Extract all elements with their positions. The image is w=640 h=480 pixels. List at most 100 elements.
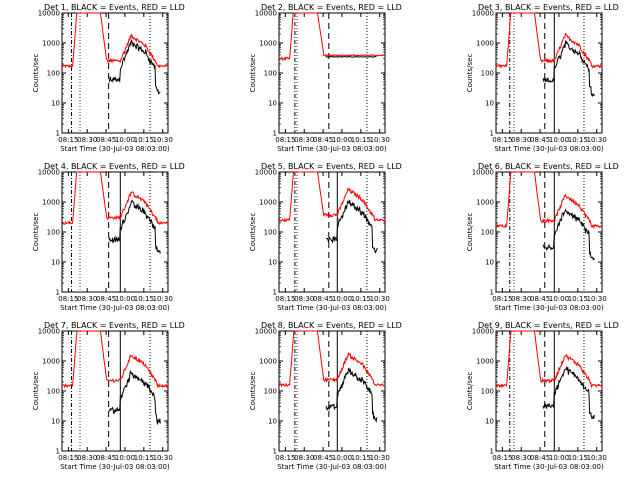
x-tick-label: 08:30 <box>294 136 314 144</box>
x-tick-label: 08:45 <box>313 454 333 462</box>
x-tick-label: 10:00 <box>549 295 569 303</box>
x-tick-label: 10:30 <box>587 295 607 303</box>
x-tick-label: 08:15 <box>58 136 78 144</box>
plot-frame-det-4 <box>61 171 169 293</box>
panel-det-7: Det 7, BLACK = Events, RED = LLD 1 10 100 10… <box>32 321 185 471</box>
y-tick-label: 1000 <box>42 358 60 366</box>
x-tick-label: 08:15 <box>58 295 78 303</box>
x-tick-label: 08:30 <box>511 295 531 303</box>
y-tick-label: 10000 <box>472 10 494 18</box>
x-tick-label: 10:30 <box>587 136 607 144</box>
x-tick-label: 08:30 <box>511 136 531 144</box>
y-tick-label: 100 <box>481 229 494 237</box>
y-tick-label: 10 <box>268 259 277 267</box>
x-axis-label: Start Time (30-Jul-03 08:03:00) <box>494 304 604 312</box>
x-axis-label: Start Time (30-Jul-03 08:03:00) <box>277 463 387 471</box>
x-tick-label: 08:15 <box>492 136 512 144</box>
y-tick-label: 10000 <box>38 328 60 336</box>
y-tick-label: 1000 <box>476 40 494 48</box>
y-axis-label: Counts/sec <box>466 372 474 411</box>
y-tick-label: 100 <box>264 229 277 237</box>
series-lld-det-6 <box>495 171 602 229</box>
x-tick-label: 10:30 <box>370 136 390 144</box>
x-tick-label: 10:15 <box>134 295 154 303</box>
series-lld-det-5 <box>278 171 386 223</box>
y-tick-label: 10 <box>268 100 277 108</box>
x-tick-label: 10:15 <box>568 295 588 303</box>
y-tick-label: 100 <box>47 229 60 237</box>
y-tick-label: 10 <box>268 418 277 426</box>
y-tick-label: 1 <box>56 289 60 297</box>
x-tick-label: 08:15 <box>58 454 78 462</box>
x-tick-label: 08:45 <box>530 295 550 303</box>
panel-det-6: Det 6, BLACK = Events, RED = LLD 1 10 100 10… <box>466 162 619 312</box>
y-tick-label: 1000 <box>42 40 60 48</box>
y-tick-label: 1000 <box>259 40 277 48</box>
y-tick-label: 100 <box>47 70 60 78</box>
y-axis-label: Counts/sec <box>249 372 257 411</box>
x-tick-label: 10:00 <box>549 136 569 144</box>
y-axis-label: Counts/sec <box>249 54 257 93</box>
y-tick-label: 10000 <box>255 328 277 336</box>
x-tick-label: 10:15 <box>134 136 154 144</box>
panel-det-9: Det 9, BLACK = Events, RED = LLD 1 10 100 10… <box>466 321 619 471</box>
panel-title-det-2: Det 2, BLACK = Events, RED = LLD <box>261 3 402 12</box>
panel-det-1: Det 1, BLACK = Events, RED = LLD 1 10 100 10… <box>32 3 185 153</box>
y-tick-label: 10000 <box>472 328 494 336</box>
series-lld-det-3 <box>495 12 603 69</box>
x-tick-label: 08:45 <box>313 295 333 303</box>
series-lld-det-8 <box>278 330 386 388</box>
x-tick-label: 10:15 <box>568 136 588 144</box>
series-events-det-2 <box>325 55 377 58</box>
y-axis-label: Counts/sec <box>32 54 40 93</box>
panel-title-det-8: Det 8, BLACK = Events, RED = LLD <box>261 321 402 330</box>
y-axis-label: Counts/sec <box>466 54 474 93</box>
plot-frame-det-3 <box>495 12 603 134</box>
x-tick-label: 10:15 <box>351 295 371 303</box>
y-tick-label: 1000 <box>476 358 494 366</box>
x-tick-label: 08:30 <box>77 295 97 303</box>
y-tick-label: 1 <box>273 448 277 456</box>
x-tick-label: 10:00 <box>115 454 135 462</box>
series-events-det-9 <box>542 365 595 420</box>
x-tick-label: 10:30 <box>587 454 607 462</box>
x-tick-label: 08:15 <box>492 295 512 303</box>
panel-title-det-3: Det 3, BLACK = Events, RED = LLD <box>478 3 619 12</box>
y-tick-label: 10000 <box>38 169 60 177</box>
panel-det-3: Det 3, BLACK = Events, RED = LLD 1 10 100 10… <box>466 3 619 153</box>
series-events-det-5 <box>325 200 378 254</box>
series-lld-det-2 <box>278 12 386 62</box>
x-tick-label: 08:15 <box>492 454 512 462</box>
y-tick-label: 10000 <box>38 10 60 18</box>
x-tick-label: 10:30 <box>153 454 173 462</box>
x-tick-label: 08:45 <box>96 295 116 303</box>
panel-title-det-1: Det 1, BLACK = Events, RED = LLD <box>44 3 185 12</box>
y-tick-label: 1000 <box>476 199 494 207</box>
y-tick-label: 10 <box>485 259 494 267</box>
x-tick-label: 10:00 <box>115 136 135 144</box>
y-axis-label: Counts/sec <box>32 213 40 252</box>
panel-det-4: Det 4, BLACK = Events, RED = LLD 1 10 100 10… <box>32 162 185 312</box>
x-tick-label: 10:30 <box>370 454 390 462</box>
plot-frame-det-7 <box>61 330 169 452</box>
series-events-det-7 <box>108 369 161 425</box>
x-axis-label: Start Time (30-Jul-03 08:03:00) <box>60 304 170 312</box>
panel-title-det-4: Det 4, BLACK = Events, RED = LLD <box>44 162 185 171</box>
x-tick-label: 10:15 <box>351 454 371 462</box>
panel-title-det-5: Det 5, BLACK = Events, RED = LLD <box>261 162 402 171</box>
x-tick-label: 08:45 <box>96 136 116 144</box>
y-axis-label: Counts/sec <box>32 372 40 411</box>
panel-det-5: Det 5, BLACK = Events, RED = LLD 1 10 100 10… <box>249 162 402 312</box>
x-axis-label: Start Time (30-Jul-03 08:03:00) <box>494 463 604 471</box>
y-tick-label: 1 <box>273 289 277 297</box>
plot-frame-det-9 <box>495 330 603 452</box>
y-tick-label: 1 <box>490 448 494 456</box>
series-events-det-6 <box>542 208 595 261</box>
x-tick-label: 08:30 <box>511 454 531 462</box>
x-tick-label: 08:45 <box>530 454 550 462</box>
x-tick-label: 08:30 <box>294 295 314 303</box>
x-tick-label: 10:00 <box>332 136 352 144</box>
panel-det-8: Det 8, BLACK = Events, RED = LLD 1 10 100 10… <box>249 321 402 471</box>
y-tick-label: 10 <box>485 100 494 108</box>
